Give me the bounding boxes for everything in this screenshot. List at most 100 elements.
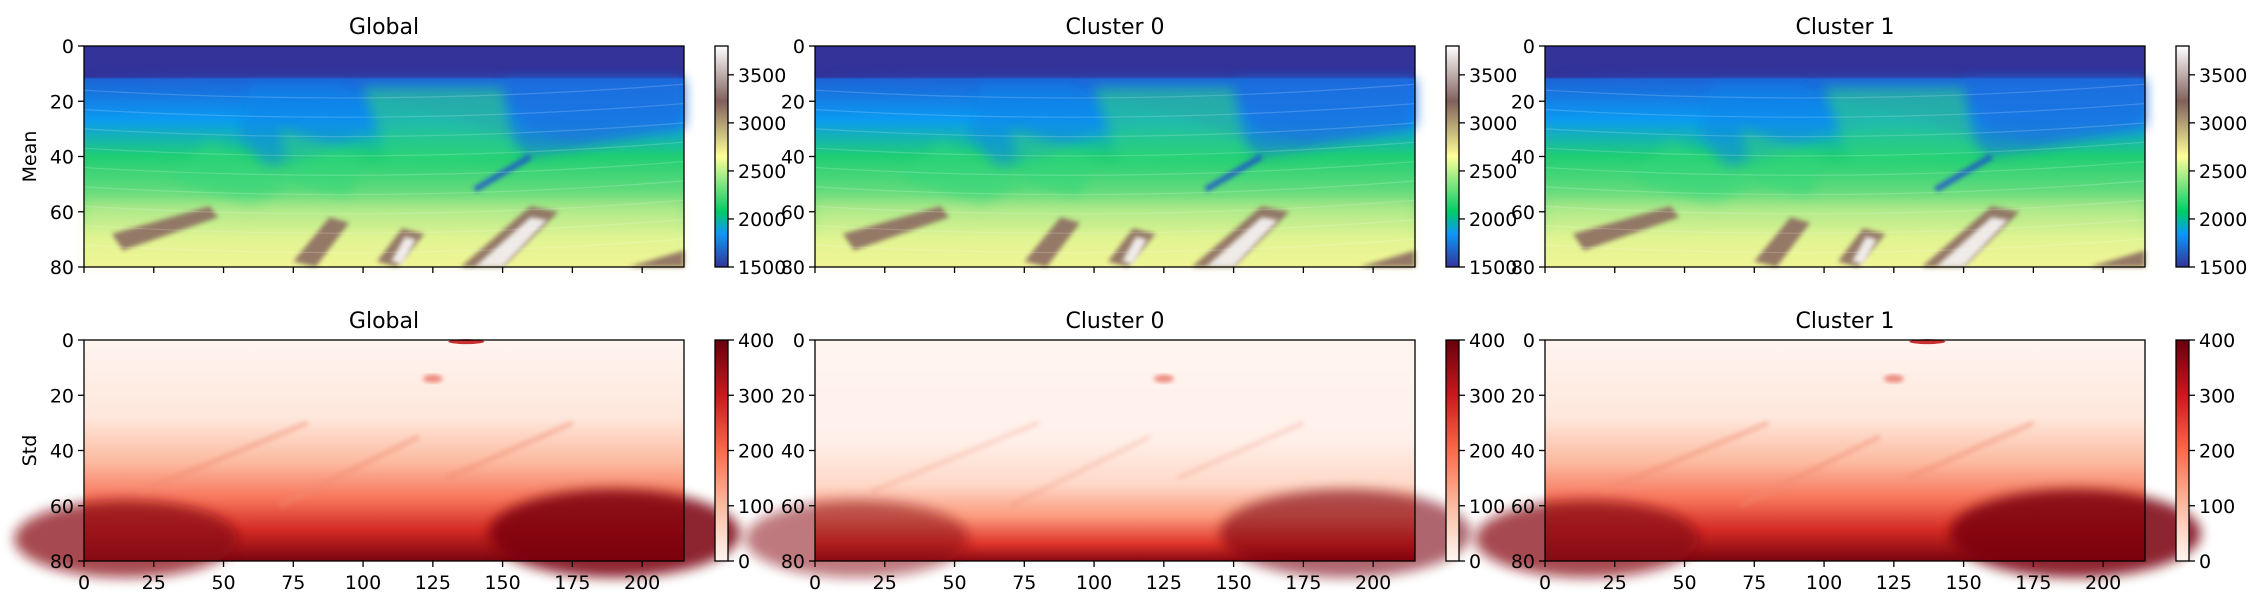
colorbar-tick-label: 2000 [2199, 209, 2247, 231]
colorbar-tick-label: 3500 [1469, 65, 1517, 87]
heatmap-striation [83, 160, 685, 176]
panel-title: Cluster 0 [1065, 309, 1164, 334]
x-tick-label: 25 [1603, 572, 1627, 594]
heatmap-striation [1544, 141, 2146, 157]
heatmap-striation [1544, 122, 2146, 138]
heatmap-striation [1544, 238, 2146, 254]
colorbar-tick-label: 2500 [2199, 161, 2247, 183]
colorbar-frame [714, 45, 729, 268]
colorbar-tick-label: 100 [738, 496, 774, 518]
heatmap-striation [814, 238, 1416, 254]
y-tick-label: 80 [781, 257, 805, 279]
heatmap-lobe [488, 489, 740, 578]
heatmap-region [1094, 87, 1248, 171]
colorbar-tick-label: 2000 [738, 209, 786, 231]
heatmap-streak [138, 420, 309, 495]
colorbar [715, 340, 728, 561]
heatmap-lobe [1949, 489, 2201, 578]
heatmap-region [167, 139, 294, 207]
heatmap-intrusion [628, 250, 684, 267]
colorbar-frame [1445, 45, 1460, 268]
y-tick-label: 40 [50, 441, 74, 463]
heatmap-intrusion [390, 236, 417, 265]
heatmap-striation [1544, 180, 2146, 196]
y-tick-label: 40 [1511, 441, 1535, 463]
y-tick-label: 20 [50, 91, 74, 113]
x-tick-label: 25 [873, 572, 897, 594]
panel-title: Cluster 0 [1065, 15, 1164, 40]
heatmap-region [279, 128, 364, 198]
heatmap-striation [1544, 102, 2146, 118]
y-tick-label: 20 [781, 91, 805, 113]
colorbar-tick-label: 1500 [2199, 257, 2247, 279]
y-tick-label: 40 [1511, 147, 1535, 169]
heatmap-streak [1906, 420, 2035, 481]
colorbar-tick-label: 3500 [738, 65, 786, 87]
heatmap-striation [814, 180, 1416, 196]
colorbar-tick-label: 400 [2199, 330, 2235, 352]
heatmap-striation [814, 102, 1416, 118]
colorbar-tick-label: 400 [1469, 330, 1505, 352]
heatmap-striation [1544, 199, 2146, 215]
y-tick-label: 20 [1511, 91, 1535, 113]
panel-mean-global: Global Mean 0 20 40 60 80 1500 2000 2500 3000 3500 [19, 15, 786, 279]
heatmap-striation [1544, 83, 2146, 99]
x-tick-label: 150 [484, 572, 520, 594]
y-axis-label: Mean [19, 131, 41, 183]
heatmap-streak [869, 420, 1040, 495]
heatmap-spot [1153, 374, 1174, 383]
x-tick-label: 150 [1945, 572, 1981, 594]
x-tick-label: 0 [78, 572, 90, 594]
heatmap-stripe [473, 153, 533, 193]
y-tick-label: 0 [1523, 36, 1535, 58]
heatmap-lobe [745, 500, 969, 578]
colorbar-tick-label: 300 [2199, 385, 2235, 407]
heatmap-streak [1599, 420, 1770, 495]
x-tick-label: 50 [942, 572, 966, 594]
heatmap-lobe [14, 500, 238, 578]
panel-title: Global [349, 309, 419, 334]
x-tick-label: 50 [1672, 572, 1696, 594]
heatmap-region [898, 139, 1025, 207]
heatmap-striation [83, 141, 685, 157]
colorbar [2176, 340, 2189, 561]
heatmap-spot [422, 374, 443, 383]
heatmap-region [1824, 87, 1978, 171]
colorbar-tick-label: 300 [738, 385, 774, 407]
heatmap-intrusion [1359, 250, 1415, 267]
x-tick-label: 200 [2085, 572, 2121, 594]
heatmap-striation [814, 141, 1416, 157]
colorbar-tick-label: 2000 [1469, 209, 1517, 231]
colorbar [1446, 46, 1459, 267]
heatmap-region [502, 79, 684, 143]
heatmap-region [1010, 128, 1095, 198]
y-tick-label: 20 [781, 385, 805, 407]
colorbar-tick-label: 100 [2199, 496, 2235, 518]
heatmap-region [363, 87, 517, 171]
heatmap-lobe [1475, 500, 1699, 578]
x-tick-label: 175 [554, 572, 590, 594]
heatmap-intrusion [1024, 217, 1081, 267]
x-tick-label: 125 [1876, 572, 1912, 594]
x-tick-label: 150 [1215, 572, 1251, 594]
heatmap-intrusion [1572, 206, 1679, 251]
colorbar-tick-label: 2500 [738, 161, 786, 183]
y-tick-label: 20 [1511, 385, 1535, 407]
x-tick-label: 125 [1146, 572, 1182, 594]
colorbar-tick-label: 200 [2199, 441, 2235, 463]
x-tick-label: 175 [2015, 572, 2051, 594]
y-tick-label: 60 [1511, 202, 1535, 224]
colorbar-tick-label: 200 [738, 441, 774, 463]
heatmap-intrusion [1121, 236, 1148, 265]
heatmap-region [1740, 128, 1825, 198]
heatmap-intrusion [2089, 250, 2145, 267]
y-tick-label: 20 [50, 385, 74, 407]
x-tick-label: 125 [415, 572, 451, 594]
heatmap-stripe [1934, 153, 1994, 193]
colorbar-tick-label: 1500 [1469, 257, 1517, 279]
heatmap-intrusion [111, 206, 218, 251]
heatmap-striation [814, 160, 1416, 176]
